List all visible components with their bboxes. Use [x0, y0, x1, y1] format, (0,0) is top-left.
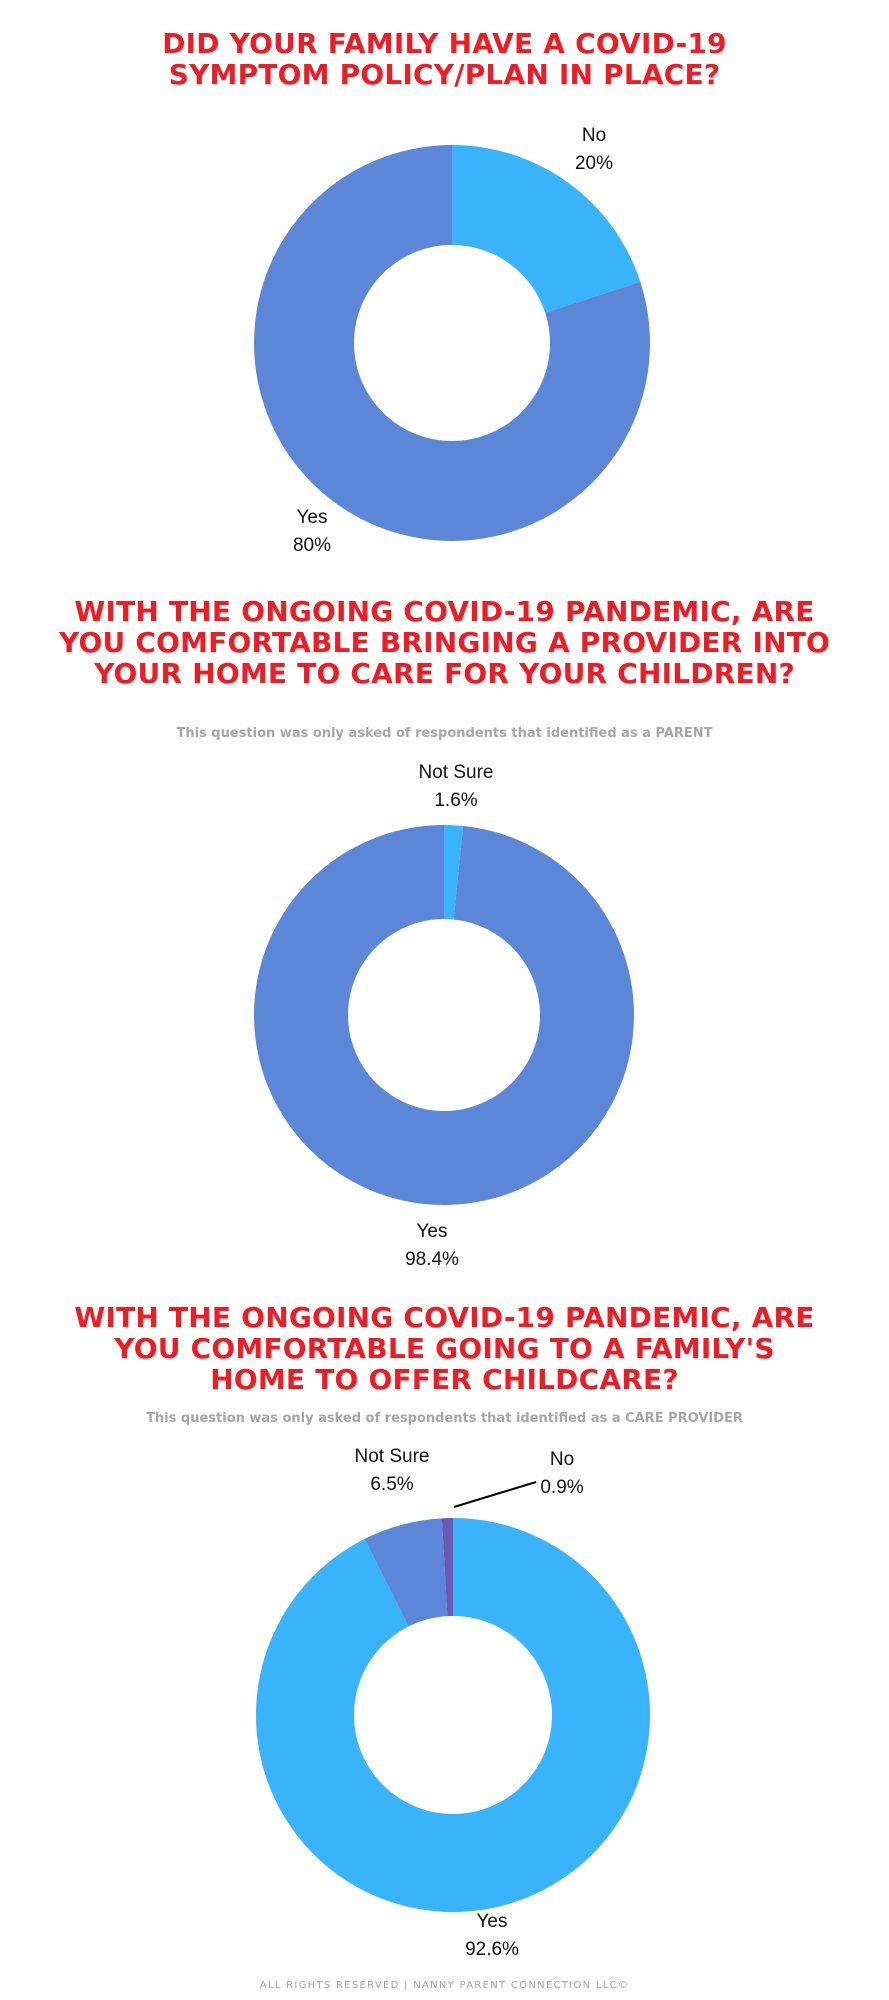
donut-slice-yes — [254, 825, 635, 1205]
chart-2-title: WITH THE ONGOING COVID-19 PANDEMIC, ARE … — [58, 595, 831, 690]
donut-slice-not-sure — [364, 1518, 448, 1627]
chart-1-donut: No 20% Yes 80% — [254, 125, 651, 556]
slice-label-no: No — [582, 125, 606, 146]
slice-label-yes: Yes — [297, 507, 328, 528]
slice-value-no: 20% — [575, 153, 613, 174]
slice-label-no: No — [550, 1449, 574, 1470]
slice-label-yes: Yes — [477, 1911, 508, 1932]
slice-label-not-sure: Not Sure — [419, 762, 494, 783]
chart-3-subtitle: This question was only asked of responde… — [146, 1411, 743, 1426]
chart-2-subtitle: This question was only asked of responde… — [176, 726, 713, 741]
slice-value-yes: 92.6% — [465, 1939, 519, 1960]
donut-slice-yes — [254, 145, 651, 541]
donut-slice-not-sure — [444, 825, 464, 920]
chart-1-title: DID YOUR FAMILY HAVE A COVID-19 SYMPTOM … — [162, 27, 727, 91]
donut-slice-no — [452, 145, 641, 313]
donut-slice-no — [441, 1518, 453, 1617]
slice-value-yes: 80% — [293, 535, 331, 556]
donut-slice-yes — [255, 1518, 650, 1912]
slice-label-yes: Yes — [417, 1221, 448, 1242]
slice-value-no: 0.9% — [540, 1477, 583, 1498]
chart-3-title: WITH THE ONGOING COVID-19 PANDEMIC, ARE … — [74, 1301, 815, 1396]
chart-2-donut: Not Sure 1.6% Yes 98.4% — [254, 762, 635, 1270]
slice-value-yes: 98.4% — [405, 1249, 459, 1270]
slice-value-not-sure: 6.5% — [370, 1474, 413, 1495]
footer-copyright: ALL RIGHTS RESERVED | NANNY PARENT CONNE… — [259, 1980, 630, 1991]
slice-label-not-sure: Not Sure — [355, 1446, 430, 1467]
slice-value-not-sure: 1.6% — [434, 790, 477, 811]
chart-3-donut: Yes 92.6% Not Sure 6.5% No 0.9% — [255, 1446, 650, 1960]
leader-line — [453, 1481, 537, 1508]
